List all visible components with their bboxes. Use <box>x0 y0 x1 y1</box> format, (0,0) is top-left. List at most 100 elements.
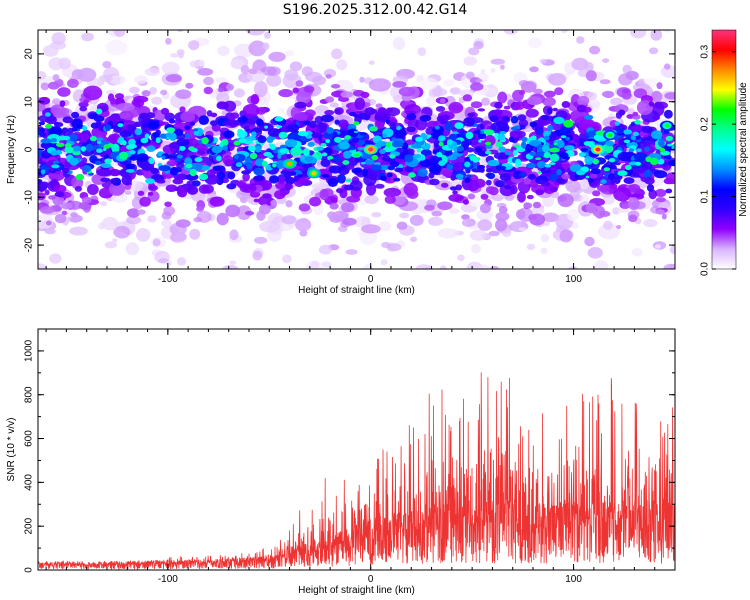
heatmap-blob <box>378 164 391 171</box>
heatmap-blob <box>95 108 103 115</box>
heatmap-blob <box>553 116 565 125</box>
heatmap-blob <box>152 238 161 247</box>
heatmap-blob <box>602 196 615 205</box>
heatmap-blob <box>186 185 199 195</box>
heatmap-blob <box>262 42 270 51</box>
heatmap-blob <box>623 129 632 135</box>
heatmap-blob <box>514 158 522 167</box>
heatmap-blob <box>48 195 57 200</box>
heatmap-blob <box>125 163 135 170</box>
heatmap-blob <box>176 174 186 179</box>
heatmap-blob <box>377 107 387 116</box>
heatmap-blob <box>630 135 636 141</box>
heatmap-blob <box>579 174 585 179</box>
heatmap-blob <box>253 167 265 176</box>
heatmap-blob <box>559 128 568 134</box>
heatmap-blob <box>428 155 443 164</box>
heatmap-blob <box>124 190 132 195</box>
heatmap-blob <box>147 215 157 223</box>
heatmap-blob <box>634 119 641 125</box>
heatmap-blob <box>62 167 70 174</box>
heatmap-blob <box>278 131 288 139</box>
heatmap-blob <box>571 222 579 229</box>
heatmap-blob <box>165 37 172 45</box>
heatmap-blob <box>394 167 404 173</box>
heatmap-blob <box>480 131 485 135</box>
heatmap-blob <box>45 112 51 117</box>
heatmap-blob <box>38 263 48 269</box>
heatmap-blob <box>113 225 131 239</box>
heatmap-blob <box>671 143 675 151</box>
heatmap-blob <box>140 113 147 120</box>
heatmap-blob <box>543 130 551 135</box>
heatmap-blob <box>521 136 528 142</box>
heatmap-blob <box>658 138 665 148</box>
heatmap-blob <box>406 112 417 121</box>
heatmap-blob <box>587 247 603 259</box>
heatmap-blob <box>461 214 470 221</box>
heatmap-blob <box>146 145 156 153</box>
heatmap-blob <box>523 202 533 209</box>
heatmap-blob <box>561 101 570 108</box>
heatmap-blob <box>472 158 479 163</box>
heatmap-blob <box>560 152 569 160</box>
heatmap-blob <box>439 98 446 104</box>
heatmap-blob <box>193 131 200 136</box>
heatmap-blob <box>188 40 200 51</box>
heatmap-blob <box>298 203 311 212</box>
heatmap-blob <box>516 209 526 220</box>
heatmap-blob <box>285 176 295 185</box>
heatmap-blob <box>655 209 665 215</box>
heatmap-blob <box>353 130 359 134</box>
heatmap-blob <box>303 85 315 93</box>
heatmap-blob <box>581 194 589 203</box>
heatmap-blob <box>585 175 590 179</box>
heatmap-blob <box>540 114 550 121</box>
heatmap-blob <box>116 102 135 112</box>
heatmap-blob <box>556 140 565 149</box>
heatmap-blob <box>342 217 357 226</box>
heatmap-blob <box>618 109 626 116</box>
heatmap-blob <box>665 172 675 185</box>
heatmap-blob <box>57 87 71 97</box>
heatmap-blob <box>529 121 537 128</box>
heatmap-blob <box>610 97 623 106</box>
heatmap-blob <box>663 263 675 269</box>
heatmap-blob <box>456 145 464 152</box>
heatmap-blob <box>175 157 182 162</box>
heatmap-blob <box>368 78 392 92</box>
heatmap-blob <box>121 175 132 186</box>
heatmap-blob <box>603 220 613 230</box>
heatmap-blob <box>51 164 60 169</box>
heatmap-blob <box>528 214 538 221</box>
heatmap-blob <box>440 114 450 120</box>
heatmap-blob <box>549 162 556 166</box>
heatmap-blob <box>64 143 72 149</box>
heatmap-blob <box>655 189 667 197</box>
heatmap-blob <box>466 180 480 192</box>
heatmap-blob <box>609 183 618 190</box>
heatmap-blob <box>160 89 168 96</box>
heatmap-blob <box>635 161 641 166</box>
heatmap-blob <box>328 165 342 174</box>
heatmap-blob <box>151 96 163 105</box>
heatmap-blob <box>93 115 105 122</box>
heatmap-blob <box>274 116 284 122</box>
heatmap-blob <box>304 109 316 117</box>
heatmap-blob <box>518 89 526 96</box>
heatmap-blob <box>531 135 537 141</box>
heatmap-blob <box>104 241 118 249</box>
heatmap-blob <box>408 148 415 155</box>
heatmap-blob <box>220 166 226 172</box>
heatmap-blob <box>436 152 443 158</box>
heatmap-blob <box>100 162 112 168</box>
heatmap-blob <box>285 200 293 208</box>
heatmap-blob <box>428 216 444 226</box>
heatmap-blob <box>592 190 601 197</box>
heatmap-blob <box>250 93 260 105</box>
heatmap-blob <box>348 111 357 117</box>
heatmap-blob <box>193 128 198 132</box>
heatmap-blob <box>628 214 638 223</box>
heatmap-blob <box>319 188 330 201</box>
